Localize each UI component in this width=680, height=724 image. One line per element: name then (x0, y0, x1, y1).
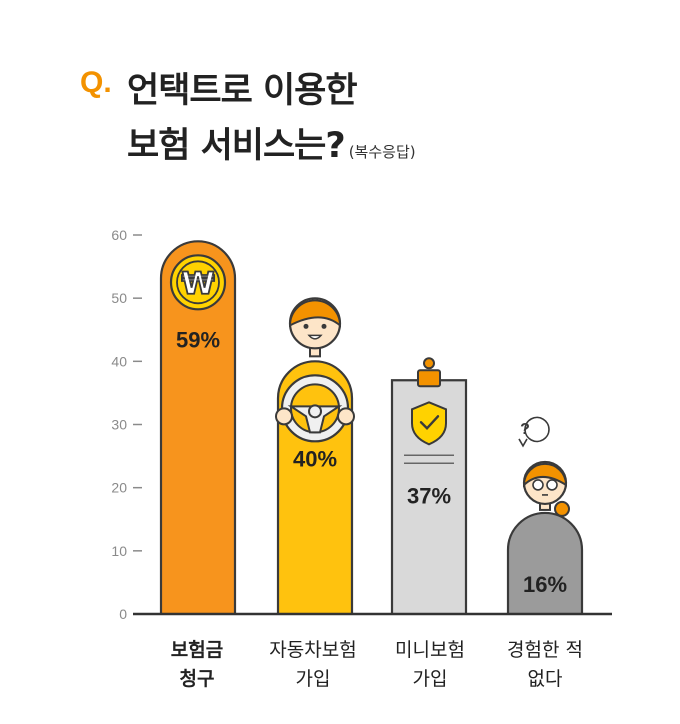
glasses-right (546, 479, 558, 491)
x-label-line2: 가입 (295, 668, 331, 690)
y-tick-label: 30 (111, 417, 127, 433)
wheel-hub (308, 404, 322, 419)
shield (411, 401, 447, 446)
person-question-icon: ? (518, 416, 570, 517)
y-tick-label: 10 (111, 543, 127, 559)
hand-left (275, 407, 293, 426)
value-label: 37% (407, 483, 451, 508)
multiple-response-note: (복수응답) (348, 143, 416, 161)
hand-right (337, 407, 355, 426)
bar-group: 40% (275, 297, 355, 614)
hair (288, 299, 342, 328)
x-label-line1: 미니보험 (395, 639, 465, 661)
coin-outer (169, 254, 227, 311)
smile (307, 334, 323, 340)
bar (159, 240, 237, 614)
y-tick-label: 0 (119, 606, 127, 622)
x-label-line1: 자동차보험 (269, 639, 357, 661)
won-symbol: ₩ (181, 266, 214, 301)
x-label-line2: 가입 (412, 668, 448, 690)
y-tick-label: 50 (111, 290, 127, 306)
x-label-line1: 경험한 적 (507, 639, 583, 661)
y-tick-label: 40 (111, 353, 127, 369)
y-tick-label: 60 (111, 227, 127, 243)
question-mark-icon: ? (520, 421, 530, 438)
won-coin-icon: ₩ (169, 254, 227, 311)
x-label-line1: 보험금 (170, 639, 224, 661)
bar (506, 511, 584, 614)
page-title-line2: 보험 서비스는? (복수응답) (127, 117, 416, 168)
value-label: 40% (293, 446, 337, 471)
person-steering-wheel-icon (275, 297, 355, 443)
x-label-claim: 보험금 청구 (132, 636, 262, 694)
value-label: 59% (176, 327, 220, 352)
x-label-never: 경험한 적 없다 (480, 636, 610, 694)
x-label-line2: 청구 (179, 668, 215, 690)
clip-ring (423, 357, 435, 370)
x-label-car-insurance: 자동차보험 가입 (248, 636, 378, 694)
wheel-spokes (287, 405, 343, 434)
page-title-line2-text: 보험 서비스는? (127, 126, 346, 166)
hair-bun (554, 500, 570, 517)
bar-group: 37% (390, 357, 468, 614)
x-label-mini-insurance: 미니보험 가입 (365, 636, 495, 694)
y-tick-label: 20 (111, 480, 127, 496)
hair (522, 462, 568, 488)
eye-right (321, 323, 327, 329)
clipboard-shield-check-icon (404, 357, 454, 465)
value-label: 16% (523, 572, 567, 597)
question-prefix: Q. (80, 66, 112, 99)
check-mark (419, 415, 440, 431)
glasses-left (532, 479, 544, 491)
speech-tail (518, 438, 528, 448)
speech-bubble (524, 416, 550, 443)
eye-left (303, 323, 309, 329)
x-label-line2: 없다 (527, 668, 563, 690)
bar-group: ₩59% (159, 240, 237, 614)
page-title-line1: 언택트로 이용한 (127, 71, 358, 111)
y-axis: 0 10 20 30 40 50 60 (111, 227, 142, 622)
coin-inner (176, 260, 220, 305)
bar-group: ? 16% (506, 416, 584, 614)
bars-group: ₩59% 40% 37%? 16% (159, 240, 584, 614)
clip (417, 369, 441, 388)
